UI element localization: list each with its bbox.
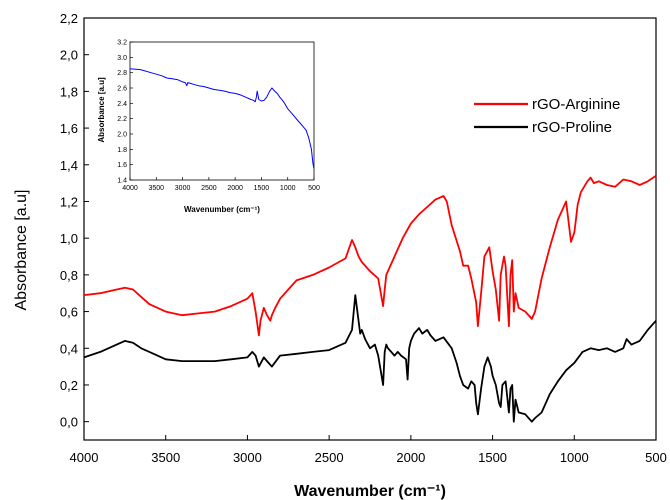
main-y-tick-label: 0,8 xyxy=(60,268,78,283)
main-y-tick-label: 1,2 xyxy=(60,194,78,209)
main-series-line-rgo-proline xyxy=(83,294,657,423)
inset-y-tick-label: 2.0 xyxy=(117,132,127,139)
inset-y-tick-label: 2.6 xyxy=(117,86,127,93)
inset-y-tick-label: 2.8 xyxy=(117,70,127,77)
inset-y-tick-label: 1.8 xyxy=(117,147,127,154)
inset-x-tick-label: 2000 xyxy=(227,185,243,192)
main-y-tick-label: 1,0 xyxy=(60,231,78,246)
legend-label-arginine: rGO-Arginine xyxy=(532,96,620,113)
legend: rGO-Arginine rGO-Proline xyxy=(474,96,620,136)
main-y-ticks: 0,0 0,2 0,4 0,6 0,8 1,0 1,2 1,4 1,6 1,8 2,0 2,2 xyxy=(60,11,89,430)
main-x-tick-label: 3500 xyxy=(151,450,180,465)
inset-x-tick-label: 2500 xyxy=(201,185,217,192)
inset-x-ticks: 4000 3500 3000 2500 2000 1500 1000 500 xyxy=(122,177,320,192)
main-plot: 0,0 0,2 0,4 0,6 0,8 1,0 1,2 1,4 1,6 1,8 2,0 2,2 400… xyxy=(13,11,667,500)
main-plot-frame xyxy=(83,17,657,441)
main-x-ticks: 4000 3500 3000 2500 2000 1500 1000 500 xyxy=(70,435,667,465)
inset-x-tick-label: 4000 xyxy=(122,185,138,192)
main-y-tick-label: 2,0 xyxy=(60,48,78,63)
main-y-tick-label: 0,4 xyxy=(60,341,78,356)
inset-y-tick-label: 1.4 xyxy=(117,178,127,185)
inset-x-axis-label: Wavenumber (cm⁻¹) xyxy=(184,205,260,214)
main-y-tick-label: 1,8 xyxy=(60,84,78,99)
inset-x-tick-label: 3500 xyxy=(148,185,164,192)
inset-x-tick-label: 1500 xyxy=(254,185,270,192)
inset-y-tick-label: 3.2 xyxy=(117,40,127,47)
main-series-group xyxy=(83,175,657,423)
inset-plot: 1.4 1.6 1.8 2.0 2.2 2.4 2.6 2.8 3.0 3.2 4000 3500 3… xyxy=(97,40,320,215)
main-x-tick-label: 4000 xyxy=(70,450,99,465)
inset-series-group xyxy=(129,68,315,169)
main-x-tick-label: 500 xyxy=(645,450,667,465)
main-y-tick-label: 1,4 xyxy=(60,158,78,173)
main-x-tick-label: 2500 xyxy=(315,450,344,465)
inset-y-tick-label: 3.0 xyxy=(117,55,127,62)
inset-x-tick-label: 3000 xyxy=(175,185,191,192)
inset-x-tick-label: 1000 xyxy=(280,185,296,192)
main-y-tick-label: 0,0 xyxy=(60,415,78,430)
main-x-tick-label: 1000 xyxy=(560,450,589,465)
main-x-axis-label: Wavenumber (cm⁻¹) xyxy=(294,483,446,500)
inset-y-tick-label: 1.6 xyxy=(117,162,127,169)
main-x-tick-label: 2000 xyxy=(396,450,425,465)
inset-plot-frame xyxy=(129,41,315,181)
inset-x-tick-label: 500 xyxy=(308,185,320,192)
inset-series-line-0 xyxy=(129,68,315,169)
main-y-tick-label: 0,2 xyxy=(60,378,78,393)
main-y-tick-label: 1,6 xyxy=(60,121,78,136)
inset-background xyxy=(128,40,316,181)
main-x-tick-label: 3000 xyxy=(233,450,262,465)
main-y-axis-label: Absorbance [a.u] xyxy=(13,190,30,311)
inset-y-tick-label: 2.4 xyxy=(117,101,127,108)
inset-y-ticks: 1.4 1.6 1.8 2.0 2.2 2.4 2.6 2.8 3.0 3.2 xyxy=(117,40,133,185)
main-y-tick-label: 0,6 xyxy=(60,305,78,320)
inset-y-axis-label: Absorbance [a.u] xyxy=(97,77,106,143)
inset-y-tick-label: 2.2 xyxy=(117,116,127,123)
main-x-tick-label: 1500 xyxy=(478,450,507,465)
legend-label-proline: rGO-Proline xyxy=(532,119,612,136)
main-series-line-rgo-arginine xyxy=(83,175,657,337)
main-y-tick-label: 2,2 xyxy=(60,11,78,26)
